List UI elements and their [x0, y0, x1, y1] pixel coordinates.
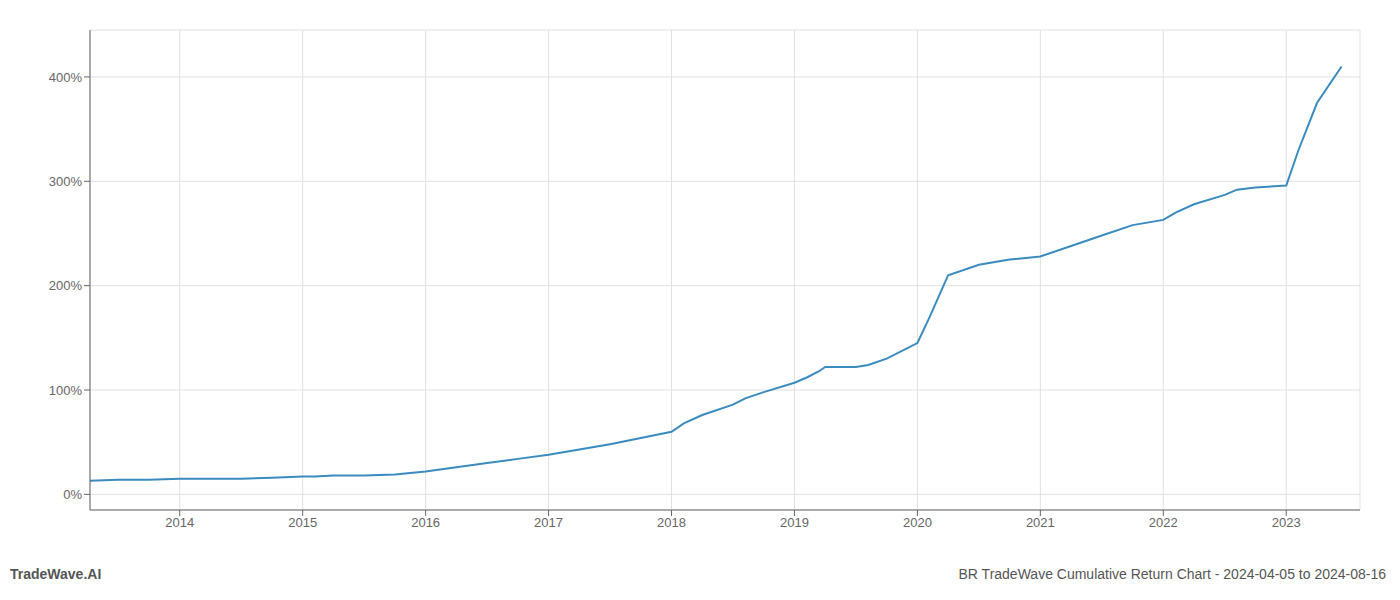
svg-text:300%: 300%: [49, 174, 83, 189]
svg-text:0%: 0%: [63, 487, 82, 502]
svg-text:100%: 100%: [49, 383, 83, 398]
svg-text:2014: 2014: [165, 515, 194, 530]
svg-text:2023: 2023: [1272, 515, 1301, 530]
svg-text:2015: 2015: [288, 515, 317, 530]
svg-text:2022: 2022: [1149, 515, 1178, 530]
html-text:TradeWave.AI: TradeWave.AI: [10, 566, 102, 582]
svg-text:2017: 2017: [534, 515, 563, 530]
svg-text:2020: 2020: [903, 515, 932, 530]
svg-text:200%: 200%: [49, 278, 83, 293]
svg-text:400%: 400%: [49, 70, 83, 85]
svg-text:2019: 2019: [780, 515, 809, 530]
svg-text:2016: 2016: [411, 515, 440, 530]
svg-text:2018: 2018: [657, 515, 686, 530]
svg-text:2021: 2021: [1026, 515, 1055, 530]
html-text:BR TradeWave Cumulative Return: BR TradeWave Cumulative Return Chart - 2…: [958, 566, 1386, 582]
